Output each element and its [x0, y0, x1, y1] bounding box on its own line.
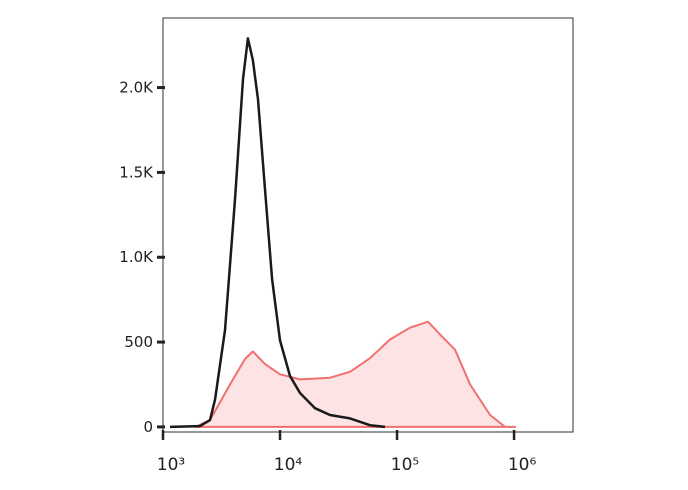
- y-tick-label: 1.0K: [119, 248, 154, 266]
- y-tick-label: 500: [124, 333, 153, 351]
- plot-frame: [162, 17, 574, 433]
- y-tick-label: 2.0K: [119, 79, 154, 97]
- histogram-line: [169, 37, 386, 429]
- x-tick-label: 10³: [157, 455, 185, 475]
- y-tick-label: 1.5K: [119, 163, 154, 181]
- y-tick-label: 0: [143, 418, 153, 436]
- x-tick-label: 10⁶: [508, 455, 537, 475]
- x-tick-label: 10⁵: [391, 455, 419, 475]
- histogram-area: [194, 320, 517, 428]
- x-tick-label: 10⁴: [274, 455, 303, 475]
